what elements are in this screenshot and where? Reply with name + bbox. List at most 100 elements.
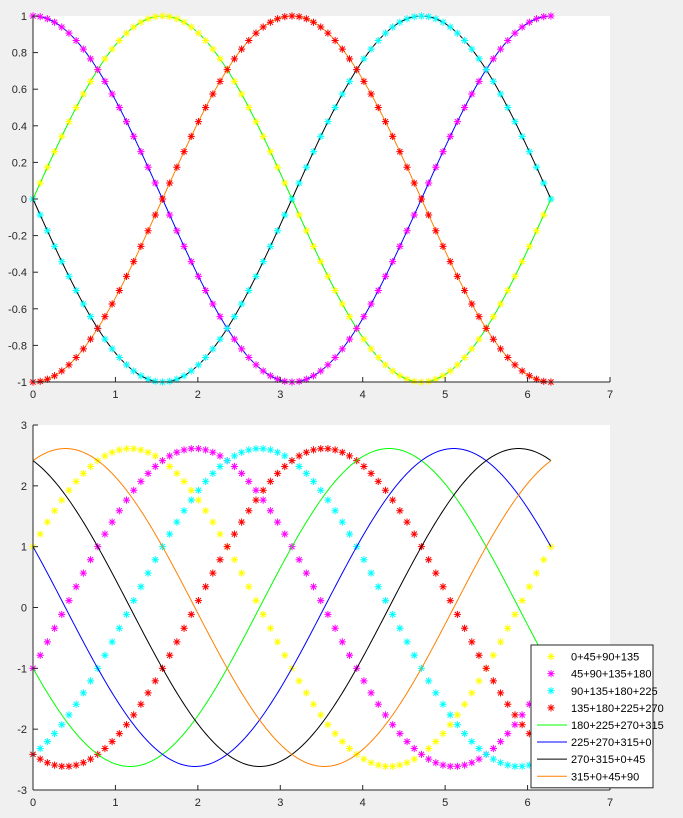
data-point (482, 664, 490, 672)
data-point (489, 77, 497, 85)
data-point (547, 12, 555, 20)
data-point (166, 462, 174, 471)
data-point (532, 227, 541, 235)
data-point (446, 23, 454, 31)
data-point (65, 762, 73, 770)
data-point (252, 118, 260, 126)
data-point (158, 195, 167, 203)
data-point (309, 372, 318, 380)
data-point (144, 227, 152, 235)
data-point (367, 689, 375, 697)
data-point (115, 36, 123, 45)
data-point (180, 148, 188, 156)
legend-label: 90+135+180+225 (571, 686, 658, 698)
data-point (36, 755, 44, 763)
data-point (36, 179, 44, 187)
data-point (122, 496, 131, 504)
data-point (130, 367, 138, 375)
data-point (439, 242, 447, 250)
data-point (460, 700, 469, 708)
data-point (518, 132, 526, 141)
data-point (58, 257, 66, 266)
data-point (180, 372, 188, 380)
series-line (32, 448, 552, 767)
data-point (511, 610, 519, 619)
data-point (122, 445, 131, 453)
x-tick-label: 4 (360, 389, 366, 401)
data-point (381, 272, 390, 280)
data-point (137, 583, 145, 591)
data-point (309, 18, 318, 26)
data-point (230, 530, 239, 538)
data-point (468, 737, 476, 746)
data-point (288, 457, 296, 465)
data-point (518, 23, 526, 31)
data-point (525, 148, 533, 156)
data-point (65, 711, 73, 719)
data-point (453, 762, 462, 770)
data-point (511, 272, 519, 280)
data-point (122, 361, 131, 369)
plot-area (33, 16, 610, 382)
data-point (151, 556, 159, 564)
data-point (475, 77, 483, 85)
data-point (309, 148, 318, 156)
data-point (511, 721, 519, 729)
data-point (453, 29, 462, 37)
y-tick-label: -2 (17, 724, 27, 736)
data-point (187, 367, 195, 375)
data-point (101, 744, 109, 753)
data-point (151, 462, 159, 471)
data-point (381, 486, 390, 494)
data-point (252, 596, 260, 605)
data-point (374, 103, 382, 112)
data-point (72, 700, 80, 708)
data-point (216, 556, 224, 564)
data-point (453, 118, 462, 126)
legend-box (530, 644, 654, 789)
data-point (518, 257, 526, 266)
data-point (439, 148, 447, 156)
data-point (50, 242, 59, 250)
data-point (122, 721, 131, 729)
data-point (144, 15, 152, 23)
data-point (295, 179, 303, 187)
data-point (50, 761, 59, 769)
data-point (209, 448, 217, 456)
data-point (259, 367, 267, 375)
data-point (353, 66, 361, 74)
data-point (309, 446, 318, 454)
data-point (173, 163, 181, 171)
data-point (381, 118, 390, 126)
data-point (108, 90, 116, 98)
data-point (331, 286, 339, 295)
data-point (425, 677, 433, 685)
data-point (238, 345, 246, 353)
data-point (151, 13, 159, 21)
data-point (245, 583, 253, 591)
data-point (324, 496, 332, 504)
data-point (50, 624, 59, 632)
data-point (338, 638, 346, 646)
data-point (410, 377, 418, 385)
x-tick-label: 0 (30, 797, 36, 809)
data-point (504, 103, 512, 112)
data-point (173, 227, 181, 235)
data-point (475, 677, 483, 685)
data-point (360, 462, 368, 471)
data-point (439, 761, 447, 769)
y-tick-label: -3 (17, 785, 27, 797)
data-point (223, 65, 231, 74)
data-point (446, 257, 454, 266)
data-point (389, 721, 397, 729)
data-point (460, 730, 469, 738)
data-point (403, 375, 411, 383)
data-point (468, 345, 476, 353)
data-point (302, 569, 310, 577)
data-point (216, 462, 224, 471)
data-point (151, 377, 159, 385)
data-point (281, 530, 289, 538)
data-point (496, 689, 505, 697)
data-point (259, 486, 267, 494)
data-point (130, 711, 138, 719)
